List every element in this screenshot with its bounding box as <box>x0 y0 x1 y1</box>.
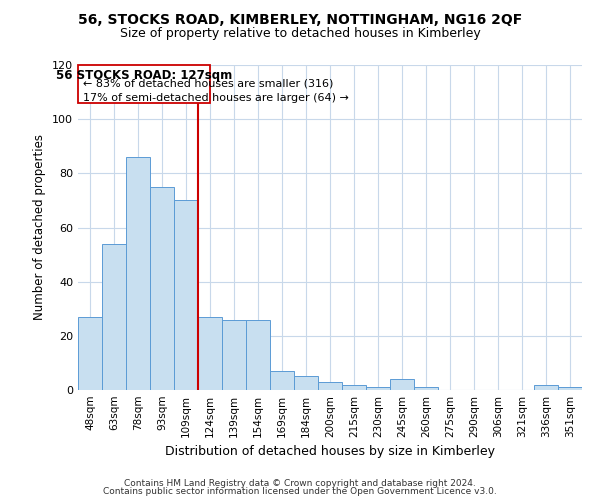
Bar <box>270 371 294 390</box>
Text: 56 STOCKS ROAD: 127sqm: 56 STOCKS ROAD: 127sqm <box>56 69 232 82</box>
Bar <box>390 379 414 390</box>
Text: Contains public sector information licensed under the Open Government Licence v3: Contains public sector information licen… <box>103 487 497 496</box>
Text: 17% of semi-detached houses are larger (64) →: 17% of semi-detached houses are larger (… <box>83 94 349 104</box>
Bar <box>198 317 222 390</box>
Bar <box>126 157 150 390</box>
Bar <box>342 384 366 390</box>
Text: ← 83% of detached houses are smaller (316): ← 83% of detached houses are smaller (31… <box>83 78 333 88</box>
Bar <box>174 200 198 390</box>
Bar <box>222 320 246 390</box>
Bar <box>414 388 438 390</box>
Bar <box>534 384 558 390</box>
Bar <box>150 187 174 390</box>
Bar <box>318 382 342 390</box>
Text: Contains HM Land Registry data © Crown copyright and database right 2024.: Contains HM Land Registry data © Crown c… <box>124 478 476 488</box>
X-axis label: Distribution of detached houses by size in Kimberley: Distribution of detached houses by size … <box>165 446 495 458</box>
Bar <box>366 388 390 390</box>
Text: 56, STOCKS ROAD, KIMBERLEY, NOTTINGHAM, NG16 2QF: 56, STOCKS ROAD, KIMBERLEY, NOTTINGHAM, … <box>78 12 522 26</box>
Bar <box>102 244 126 390</box>
Bar <box>558 388 582 390</box>
Bar <box>294 376 318 390</box>
Y-axis label: Number of detached properties: Number of detached properties <box>34 134 46 320</box>
Text: Size of property relative to detached houses in Kimberley: Size of property relative to detached ho… <box>119 28 481 40</box>
FancyBboxPatch shape <box>78 65 210 103</box>
Bar <box>78 317 102 390</box>
Bar <box>246 320 270 390</box>
